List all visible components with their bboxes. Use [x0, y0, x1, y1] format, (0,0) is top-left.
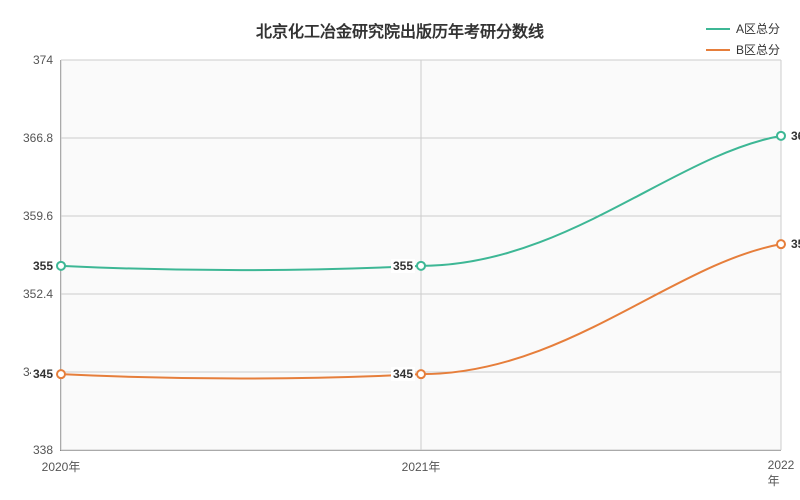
chart-title: 北京化工冶金研究院出版历年考研分数线	[256, 18, 544, 42]
legend-item-a: A区总分	[706, 20, 780, 37]
x-tick-label: 2020年	[42, 458, 81, 475]
data-label: 367	[789, 129, 800, 143]
legend-swatch-b	[706, 49, 730, 51]
y-tick-label: 374	[33, 53, 53, 67]
data-label: 345	[31, 367, 55, 381]
x-tick-label: 2022年	[768, 458, 795, 489]
legend-label-a: A区总分	[736, 20, 780, 37]
legend-swatch-a	[706, 28, 730, 30]
legend-label-b: B区总分	[736, 41, 780, 58]
x-tick-label: 2021年	[402, 458, 441, 475]
data-label: 357	[789, 237, 800, 251]
plot-area: 338345.2352.4359.6366.83742020年2021年2022…	[60, 60, 781, 451]
legend: A区总分 B区总分	[706, 20, 780, 62]
chart-svg	[61, 60, 781, 450]
data-label: 355	[391, 259, 415, 273]
y-tick-label: 359.6	[23, 209, 53, 223]
chart-container: 北京化工冶金研究院出版历年考研分数线 A区总分 B区总分 338345.2352…	[0, 0, 800, 500]
y-tick-label: 366.8	[23, 131, 53, 145]
y-tick-label: 352.4	[23, 287, 53, 301]
y-tick-label: 338	[33, 443, 53, 457]
legend-item-b: B区总分	[706, 41, 780, 58]
data-label: 355	[31, 259, 55, 273]
data-label: 345	[391, 367, 415, 381]
